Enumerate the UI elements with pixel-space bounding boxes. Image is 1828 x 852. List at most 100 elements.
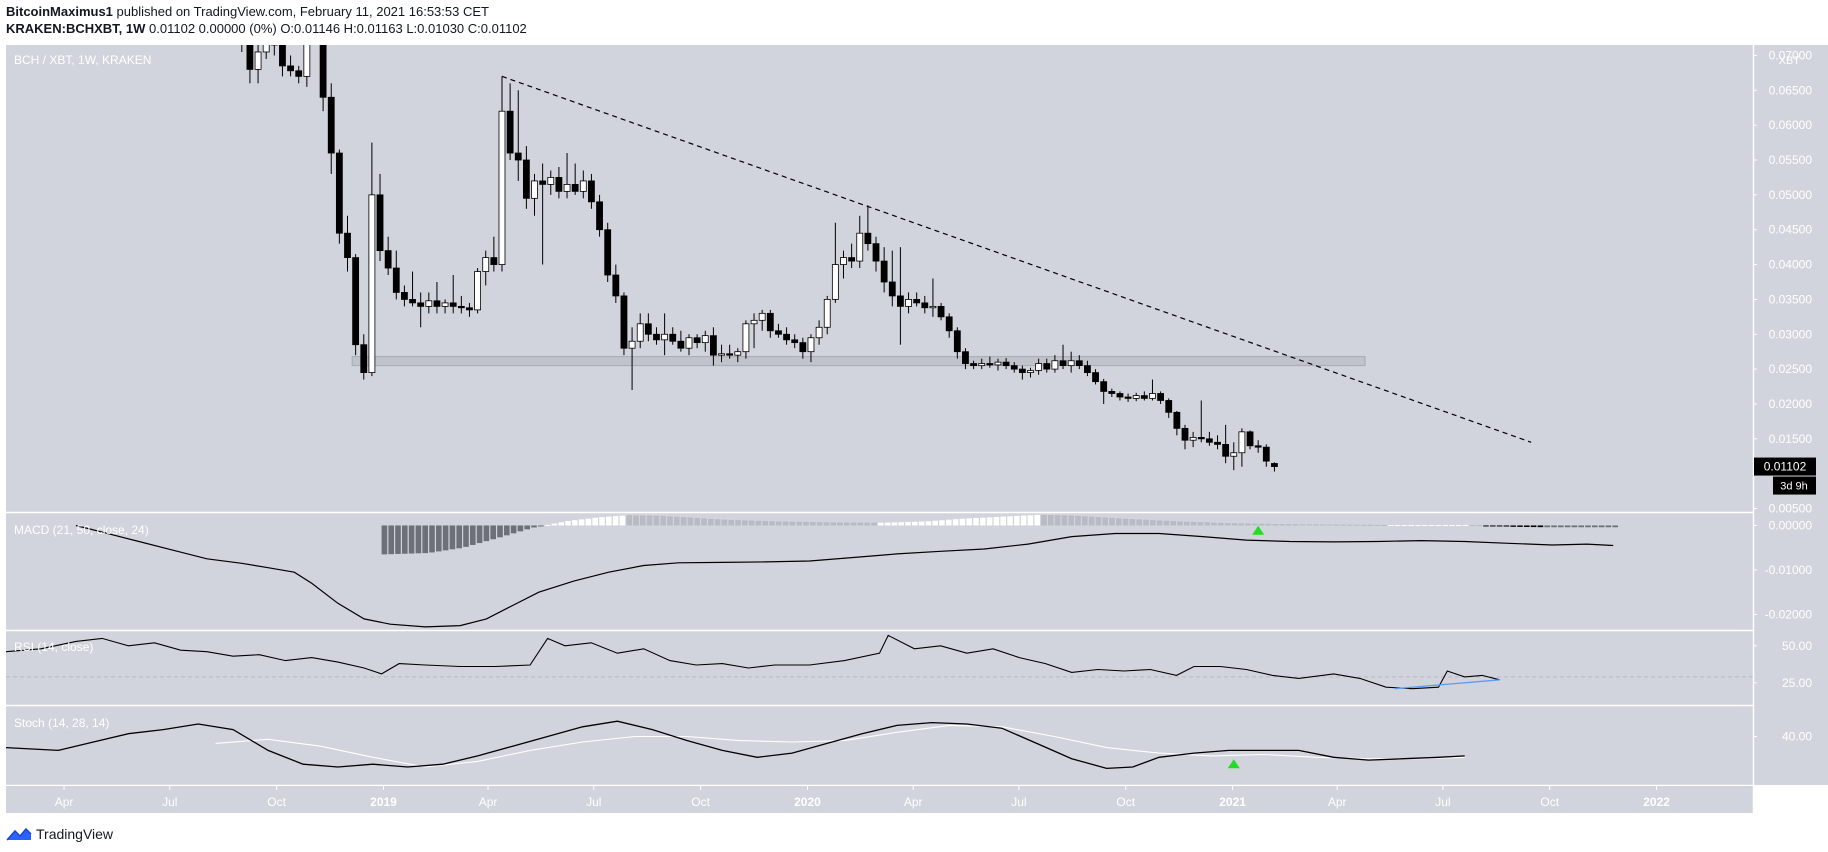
macd-hist-bar <box>653 515 660 526</box>
candle <box>295 65 303 84</box>
candle-body-down <box>1246 431 1254 447</box>
macd-hist-bar <box>803 521 809 526</box>
candle-body-down <box>864 232 872 245</box>
price-tick-label: 0.07000 <box>1769 48 1813 62</box>
candle <box>287 55 294 77</box>
candle-body-down <box>1197 437 1205 440</box>
candle-body-down <box>1084 365 1091 373</box>
macd-hist-bar <box>551 523 558 526</box>
candle <box>807 334 815 363</box>
publish-info: BitcoinMaximus1 published on TradingView… <box>6 4 489 20</box>
candle <box>1108 388 1116 397</box>
candle-body-down <box>457 305 465 309</box>
macd-hist-bar <box>524 525 531 530</box>
candle <box>254 45 262 84</box>
candle-body-down <box>693 337 701 344</box>
candle-body-down <box>880 260 888 283</box>
candle <box>1181 424 1189 450</box>
macd-hist-bar <box>776 521 782 526</box>
macd-hist-bar <box>531 525 537 528</box>
candle-body-up <box>734 351 742 356</box>
rsi-trendline <box>1394 679 1500 690</box>
candle <box>522 146 530 209</box>
candle <box>571 163 579 195</box>
macd-histogram <box>381 514 1619 555</box>
macd-hist-bar <box>1007 516 1013 526</box>
signal-arrow-icon <box>1252 525 1265 535</box>
macd-hist-bar <box>1388 525 1394 527</box>
candle <box>750 313 758 349</box>
last-price-tag <box>1754 457 1816 476</box>
candle <box>742 320 750 359</box>
candle <box>441 299 449 314</box>
candle-body-up <box>1189 437 1197 441</box>
candle <box>344 215 351 272</box>
candle-body-down <box>571 184 579 192</box>
macd-hist-bar <box>1286 524 1292 526</box>
macd-hist-bar <box>1306 524 1313 526</box>
footer: TradingView <box>6 824 113 844</box>
candle-body-up <box>701 335 709 344</box>
macd-hist-bar <box>1449 525 1455 527</box>
macd-hist-bar <box>973 518 979 526</box>
macd-hist-bar <box>701 518 707 526</box>
macd-hist-bar <box>449 525 456 550</box>
macd-hist-bar <box>1184 521 1190 526</box>
macd-hist-bar <box>1170 521 1177 526</box>
macd-hist-bar <box>1245 523 1251 526</box>
support-zone <box>351 356 1366 367</box>
candle-body-up <box>628 340 636 349</box>
rsi-tick-label: 25.00 <box>1782 676 1812 690</box>
macd-hist-bar <box>1211 522 1217 526</box>
candle <box>417 292 425 328</box>
price-tick-label: 0.06500 <box>1769 83 1813 97</box>
macd-hist-bar <box>1313 524 1319 526</box>
candle-body-down <box>588 180 595 203</box>
candle-body-down <box>539 180 547 185</box>
tradingview-logo-icon[interactable] <box>6 826 32 842</box>
macd-hist-bar <box>1347 524 1353 526</box>
candle <box>474 268 481 314</box>
macd-hist-bar <box>687 517 694 526</box>
author-name[interactable]: BitcoinMaximus1 <box>6 4 113 19</box>
macd-tick-label: 0.00000 <box>1769 518 1813 532</box>
candle-body-down <box>783 333 790 341</box>
price-tick-label: 0.04500 <box>1769 223 1813 237</box>
price-tick-label: 0.05000 <box>1769 188 1813 202</box>
stoch-d-line <box>215 724 1465 768</box>
candle <box>1051 355 1059 373</box>
candle <box>962 348 969 370</box>
macd-hist-bar <box>735 520 741 526</box>
candle <box>1035 358 1043 375</box>
candle-body-down <box>1262 446 1270 462</box>
candle <box>1002 357 1010 370</box>
macd-hist-bar <box>980 517 986 526</box>
candle <box>766 309 774 338</box>
price-tick-label: 0.04000 <box>1769 258 1813 272</box>
candle-body-down <box>1018 368 1026 373</box>
candle-body-down <box>1075 360 1083 367</box>
candle-body-down <box>1092 372 1099 383</box>
macd-hist-bar <box>422 525 429 554</box>
footer-brand[interactable]: TradingView <box>36 826 114 842</box>
macd-hist-bar <box>1381 524 1387 526</box>
candle <box>994 358 1002 371</box>
candle <box>1116 391 1124 401</box>
macd-hist-bar <box>1252 523 1258 526</box>
macd-hist-bar <box>1503 525 1510 527</box>
candle <box>241 45 243 52</box>
time-tick-label: Apr <box>1328 795 1347 809</box>
macd-hist-bar <box>381 525 388 555</box>
macd-hist-bar <box>1462 525 1469 527</box>
candle <box>1124 393 1132 402</box>
macd-hist-bar <box>762 521 769 526</box>
descending-trendline[interactable] <box>501 75 1532 443</box>
candle-body-down <box>953 330 961 353</box>
macd-hist-bar <box>1537 525 1544 528</box>
candle <box>628 327 636 391</box>
symbol-info: KRAKEN:BCHXBT, 1W 0.01102 0.00000 (0%) O… <box>6 21 527 37</box>
macd-hist-bar <box>823 522 830 526</box>
macd-hist-bar <box>925 521 932 526</box>
candle-body-down <box>514 152 522 161</box>
